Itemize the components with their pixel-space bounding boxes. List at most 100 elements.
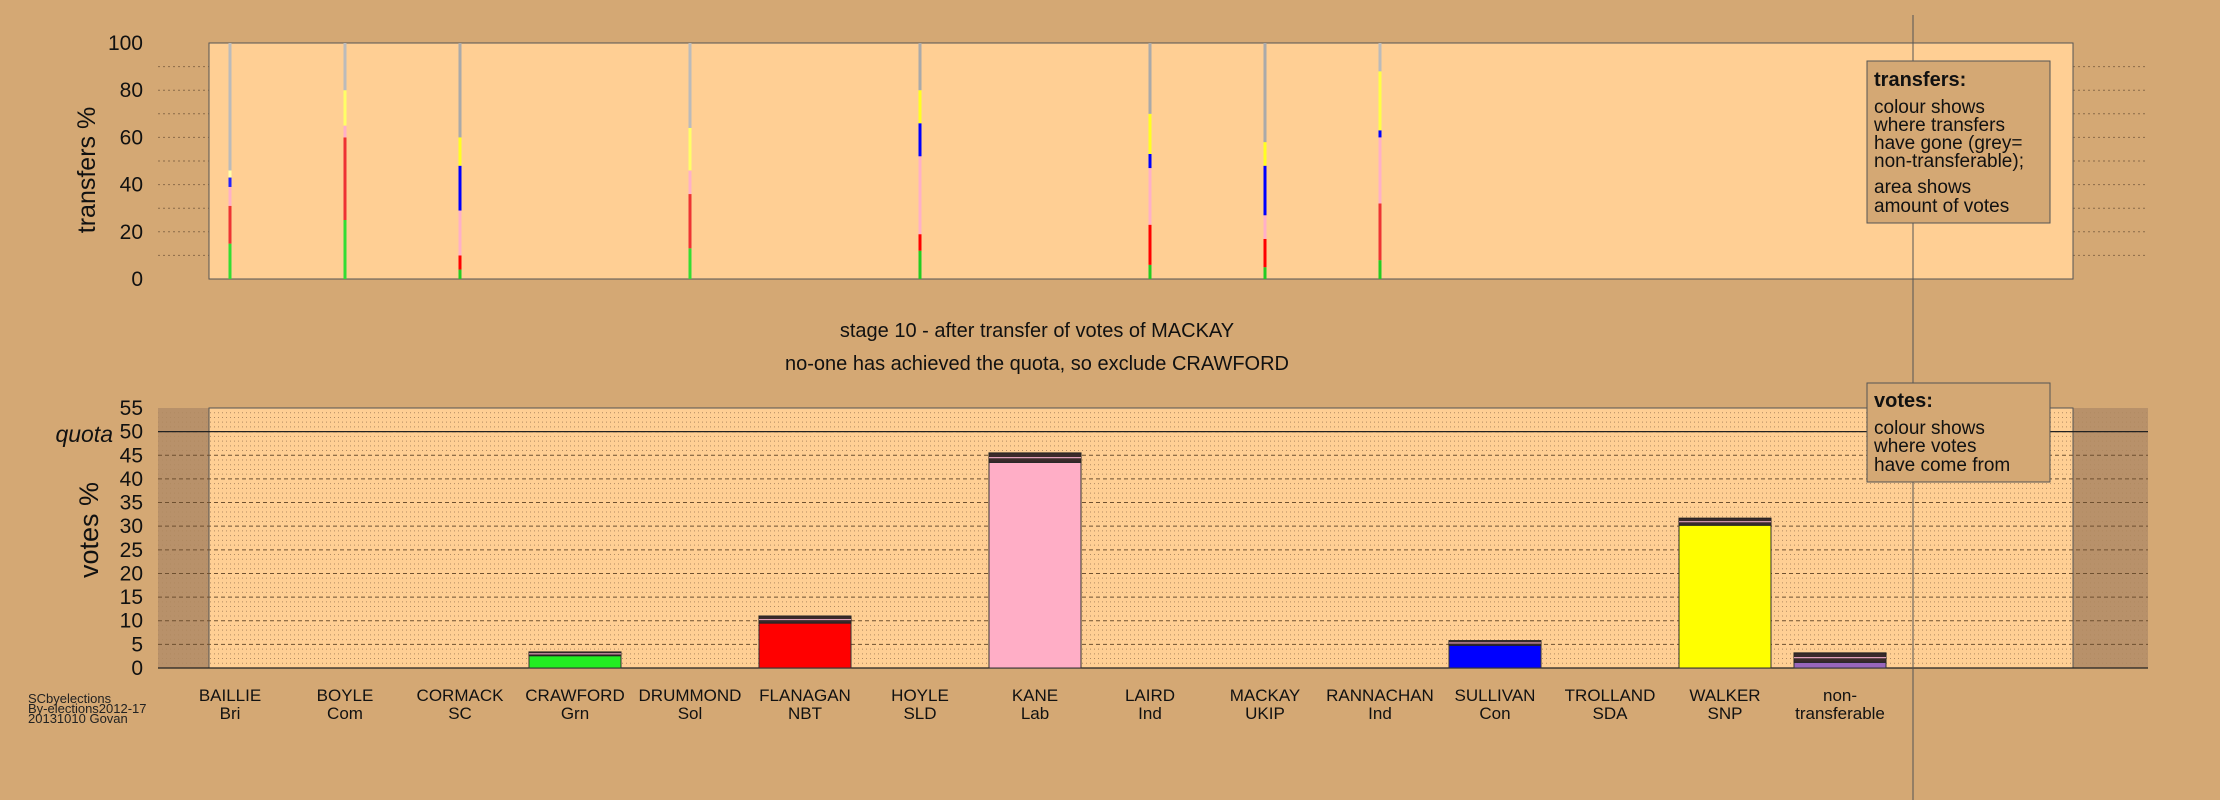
transfers-legend-line: colour shows <box>1874 97 1985 118</box>
transfer-segment <box>228 177 232 187</box>
candidate-name-label: BAILLIE <box>199 686 261 705</box>
transfer-segment <box>1263 43 1267 143</box>
candidate-name-label: FLANAGAN <box>759 686 851 705</box>
transfer-segment <box>458 43 462 138</box>
votes-tick-label: 10 <box>120 610 143 633</box>
transfer-segment <box>1263 267 1267 279</box>
transfers-legend-title: transfers: <box>1874 69 1966 91</box>
transfer-segment <box>1263 165 1267 216</box>
transfer-segment <box>343 220 347 279</box>
candidate-party-label: UKIP <box>1245 704 1285 723</box>
transfer-segment <box>228 205 232 244</box>
transfers-tick-label: 80 <box>120 79 143 102</box>
transfers-legend-box <box>1866 60 2051 224</box>
votes-legend-title: votes: <box>1874 390 1933 412</box>
votes-legend-line: have come from <box>1874 455 2010 476</box>
footer-line: 20131010 Govan <box>28 711 128 726</box>
transfer-segment <box>1148 153 1152 169</box>
transfer-segment <box>688 170 692 195</box>
quota-label: quota <box>55 421 113 447</box>
transfer-segment <box>458 269 462 279</box>
transfer-segment <box>1148 43 1152 114</box>
transfers-legend-line: area shows <box>1874 177 1971 198</box>
candidate-name-label: CRAWFORD <box>525 686 624 705</box>
transfer-segment <box>343 137 347 220</box>
transfer-segment <box>1378 43 1382 72</box>
candidate-name-label: HOYLE <box>891 686 949 705</box>
transfer-segment <box>688 194 692 249</box>
votes-tick-label: 45 <box>120 444 143 467</box>
candidate-party-label: NBT <box>788 704 822 723</box>
vote-bar <box>1793 661 1887 669</box>
candidate-party-label: Bri <box>220 704 241 723</box>
transfers-tick-label: 20 <box>120 221 143 244</box>
candidate-party-label: Lab <box>1021 704 1049 723</box>
candidate-name-label: MACKAY <box>1230 686 1301 705</box>
votes-tick-label: 40 <box>120 468 143 491</box>
transfer-segment <box>458 165 462 211</box>
footer-line: SCbyelections <box>28 691 112 706</box>
transfers-tick-label: 100 <box>108 32 143 55</box>
transfers-legend-line: have gone (grey= <box>1874 133 2022 154</box>
transfer-segment <box>228 186 232 206</box>
transfers-legend-line: amount of votes <box>1874 196 2009 217</box>
transfer-segment <box>343 125 347 138</box>
candidate-name-label: WALKER <box>1689 686 1760 705</box>
transfer-segment <box>688 127 692 171</box>
transfer-segment <box>1378 137 1382 204</box>
candidate-party-label: SDA <box>1593 704 1629 723</box>
transfer-segment <box>458 137 462 166</box>
candidate-name-label: SULLIVAN <box>1455 686 1536 705</box>
votes-legend-line: colour shows <box>1874 418 1985 439</box>
transfer-segment <box>918 43 922 91</box>
transfers-plot: 0 20 40 60 80 100 <box>108 32 2074 291</box>
candidate-party-label: Ind <box>1368 704 1392 723</box>
transfer-segment <box>343 90 347 126</box>
votes-tick-label: 0 <box>131 657 143 680</box>
transfer-segment <box>1148 168 1152 225</box>
candidate-party-label: Grn <box>561 704 589 723</box>
transfer-segment <box>688 248 692 279</box>
votes-legend-box <box>1866 382 2051 483</box>
candidate-party-label: Sol <box>678 704 703 723</box>
votes-axis-label: votes % <box>74 482 104 578</box>
votes-legend: votes: colour shows where votes have com… <box>1866 382 2051 483</box>
vote-bar <box>988 461 1082 669</box>
votes-tick-label: 30 <box>120 515 143 538</box>
transfer-segment <box>1378 130 1382 138</box>
vote-bar <box>1448 644 1542 669</box>
transfer-segment <box>458 210 462 256</box>
candidate-party-label: Con <box>1479 704 1510 723</box>
candidate-party-label: Com <box>327 704 363 723</box>
transfer-segment <box>1263 215 1267 239</box>
votes-tick-label: 55 <box>120 397 143 420</box>
transfer-segment <box>1378 260 1382 279</box>
transfers-plot-area <box>208 42 2074 280</box>
transfer-segment <box>1148 224 1152 265</box>
candidate-name-label: BOYLE <box>317 686 374 705</box>
votes-tick-label: 15 <box>120 586 143 609</box>
transfer-segment <box>1148 113 1152 154</box>
candidate-name-label: CORMACK <box>417 686 505 705</box>
votes-tick-label: 5 <box>131 633 143 656</box>
footer-line: By-elections2012-17 <box>28 701 147 716</box>
transfer-segment <box>918 234 922 251</box>
transfer-segment <box>343 43 347 91</box>
candidate-name-label: TROLLAND <box>1565 686 1656 705</box>
transfer-segment <box>918 250 922 279</box>
votes-tick-label: 25 <box>120 539 143 562</box>
outcome-caption: no-one has achieved the quota, so exclud… <box>785 353 1289 375</box>
transfer-segment <box>228 170 232 178</box>
vote-bar <box>758 622 852 669</box>
votes-plot-area <box>208 407 2074 669</box>
votes-margin-left <box>158 408 209 668</box>
votes-tick-label: 35 <box>120 492 143 515</box>
transfers-tick-label: 60 <box>120 126 143 149</box>
candidate-name-label: RANNACHAN <box>1326 686 1434 705</box>
candidate-party-label: SLD <box>903 704 936 723</box>
transfer-segment <box>918 156 922 235</box>
transfers-axis-label: transfers % <box>73 107 101 233</box>
